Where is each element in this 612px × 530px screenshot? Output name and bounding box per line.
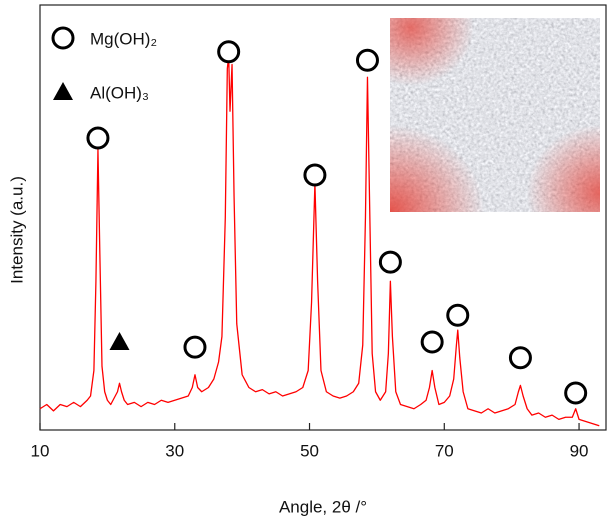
x-tick-label: 70 [435, 441, 454, 460]
peak-marker [109, 332, 130, 351]
y-axis-title: Intensity (a.u.) [7, 176, 26, 284]
x-tick-label: 50 [300, 441, 319, 460]
peak-marker [564, 381, 588, 405]
legend-symbol [53, 82, 73, 100]
peak-marker [86, 126, 110, 150]
legend-label: Mg(OH)₂ [90, 29, 157, 48]
peak-marker [446, 303, 470, 327]
x-axis-title: Angle, 2θ /° [279, 497, 367, 516]
x-tick-label: 10 [31, 441, 50, 460]
x-tick-label: 90 [570, 441, 589, 460]
legend-symbol [51, 26, 75, 50]
peak-marker [355, 48, 379, 72]
legend-label: Al(OH)₃ [90, 83, 149, 102]
peak-marker [508, 346, 532, 370]
x-tick-label: 30 [165, 441, 184, 460]
peak-marker [420, 330, 444, 354]
plot-frame [39, 4, 607, 431]
peak-marker [378, 250, 402, 274]
inset-photo [390, 18, 600, 212]
xrd-line [39, 55, 600, 427]
peak-marker [183, 335, 207, 359]
peak-marker [303, 163, 327, 187]
peak-marker [217, 40, 241, 64]
